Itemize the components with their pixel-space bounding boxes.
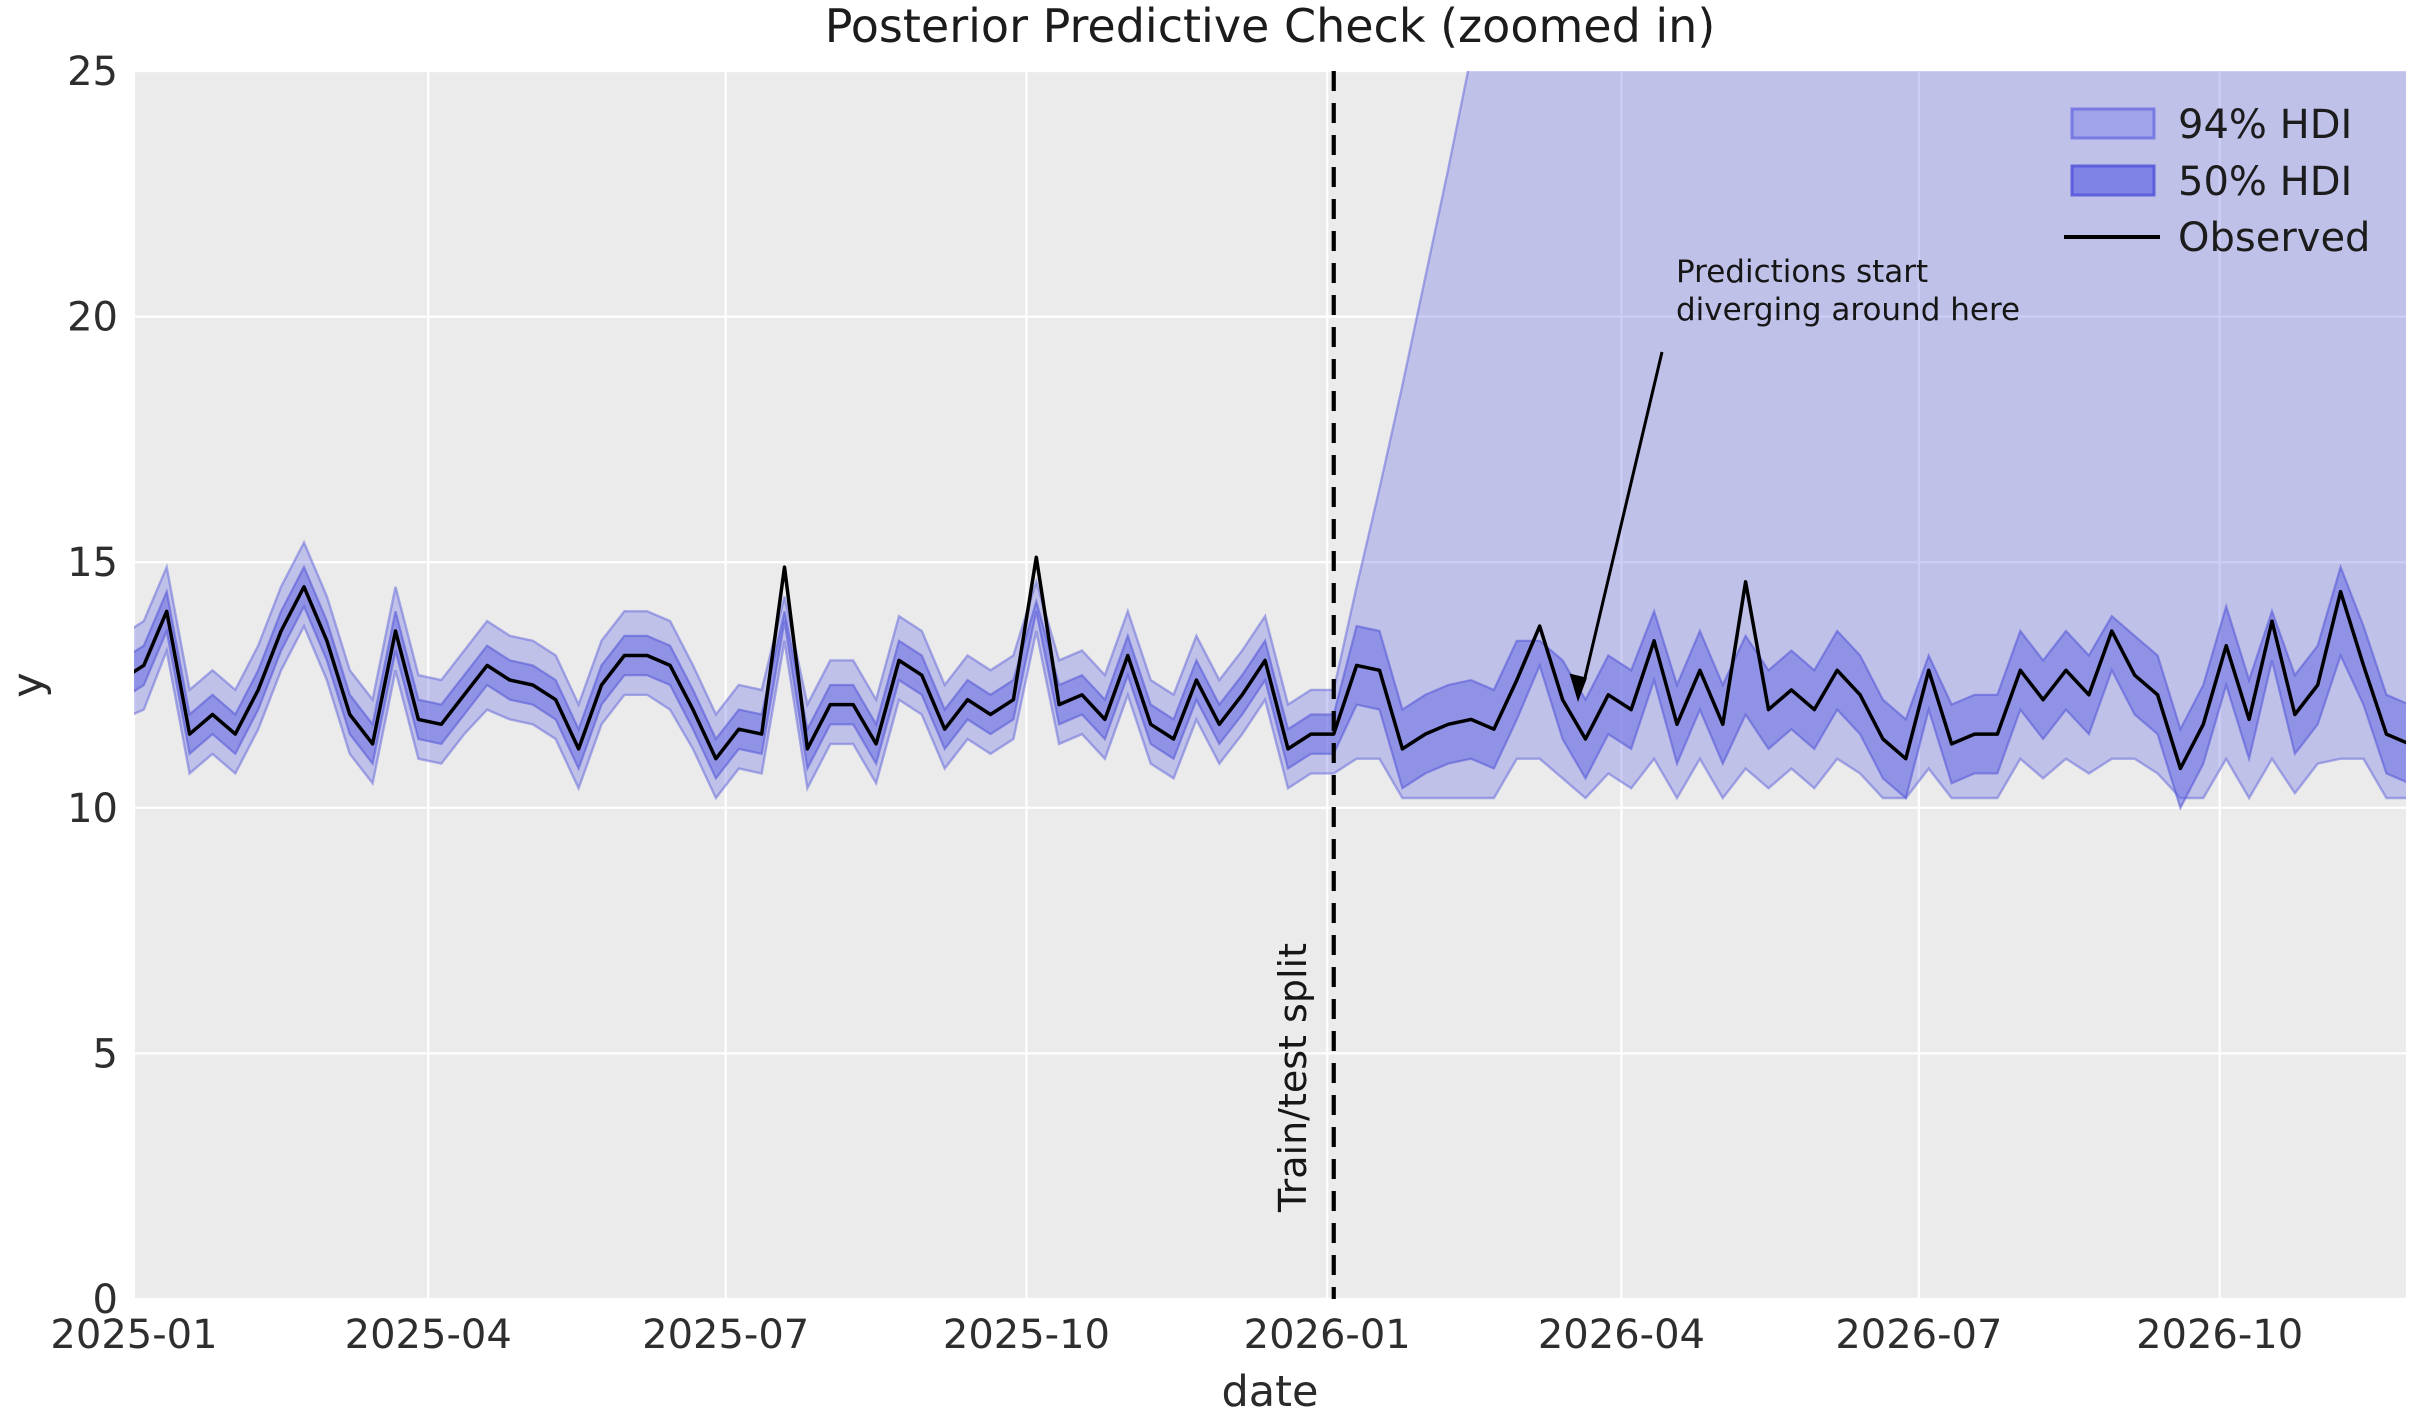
annotation-arrow-head: [1569, 673, 1587, 702]
gridlines: [132, 69, 2406, 1301]
hdi-94-upper-edge: [134, 71, 1470, 717]
x-axis-label: date: [1222, 1367, 1319, 1417]
legend-label-50-hdi: 50% HDI: [2178, 159, 2352, 205]
x-tick: 2026-01: [1244, 1312, 1411, 1358]
y-tick: 0: [93, 1277, 118, 1323]
y-axis-label: y: [3, 672, 53, 697]
legend-label-observed: Observed: [2178, 215, 2370, 261]
x-tick: 2025-10: [943, 1312, 1110, 1358]
x-tick: 2026-07: [1835, 1312, 2002, 1358]
y-tick: 25: [67, 49, 118, 95]
y-tick-labels: 0 5 10 15 20 25: [67, 49, 118, 1323]
chart-title: Posterior Predictive Check (zoomed in): [825, 0, 1716, 53]
x-tick: 2025-07: [642, 1312, 809, 1358]
legend-swatch-94-hdi: [2070, 107, 2156, 140]
x-tick: 2025-01: [50, 1312, 217, 1358]
annotation: Predictions start diverging around here: [1569, 254, 2020, 702]
x-tick: 2026-10: [2136, 1312, 2303, 1358]
legend-swatch-50-hdi: [2070, 164, 2156, 197]
y-tick: 10: [67, 786, 118, 832]
annotation-text-line2: diverging around here: [1676, 292, 2020, 328]
hdi-94-band: [134, 71, 2406, 798]
legend: 94% HDI 50% HDI Observed: [2064, 102, 2370, 261]
hdi-50-upper-edge: [134, 563, 2406, 742]
x-tick: 2026-04: [1538, 1312, 1705, 1358]
hdi-50-lower-edge: [134, 603, 2406, 811]
hdi-94-lower-edge: [134, 623, 2406, 801]
y-tick: 20: [67, 295, 118, 341]
legend-label-94-hdi: 94% HDI: [2178, 102, 2352, 148]
annotation-arrow-shaft: [1582, 351, 1664, 683]
observed-line: [134, 555, 2406, 771]
x-tick: 2025-04: [345, 1312, 512, 1358]
y-tick: 5: [93, 1031, 118, 1077]
x-tick-labels: 2025-01 2025-04 2025-07 2025-10 2026-01 2026-…: [50, 1312, 2303, 1358]
split-line-label: Train/test split: [1271, 943, 1315, 1213]
annotation-text-line1: Predictions start: [1676, 254, 1928, 290]
y-tick: 15: [67, 540, 118, 586]
